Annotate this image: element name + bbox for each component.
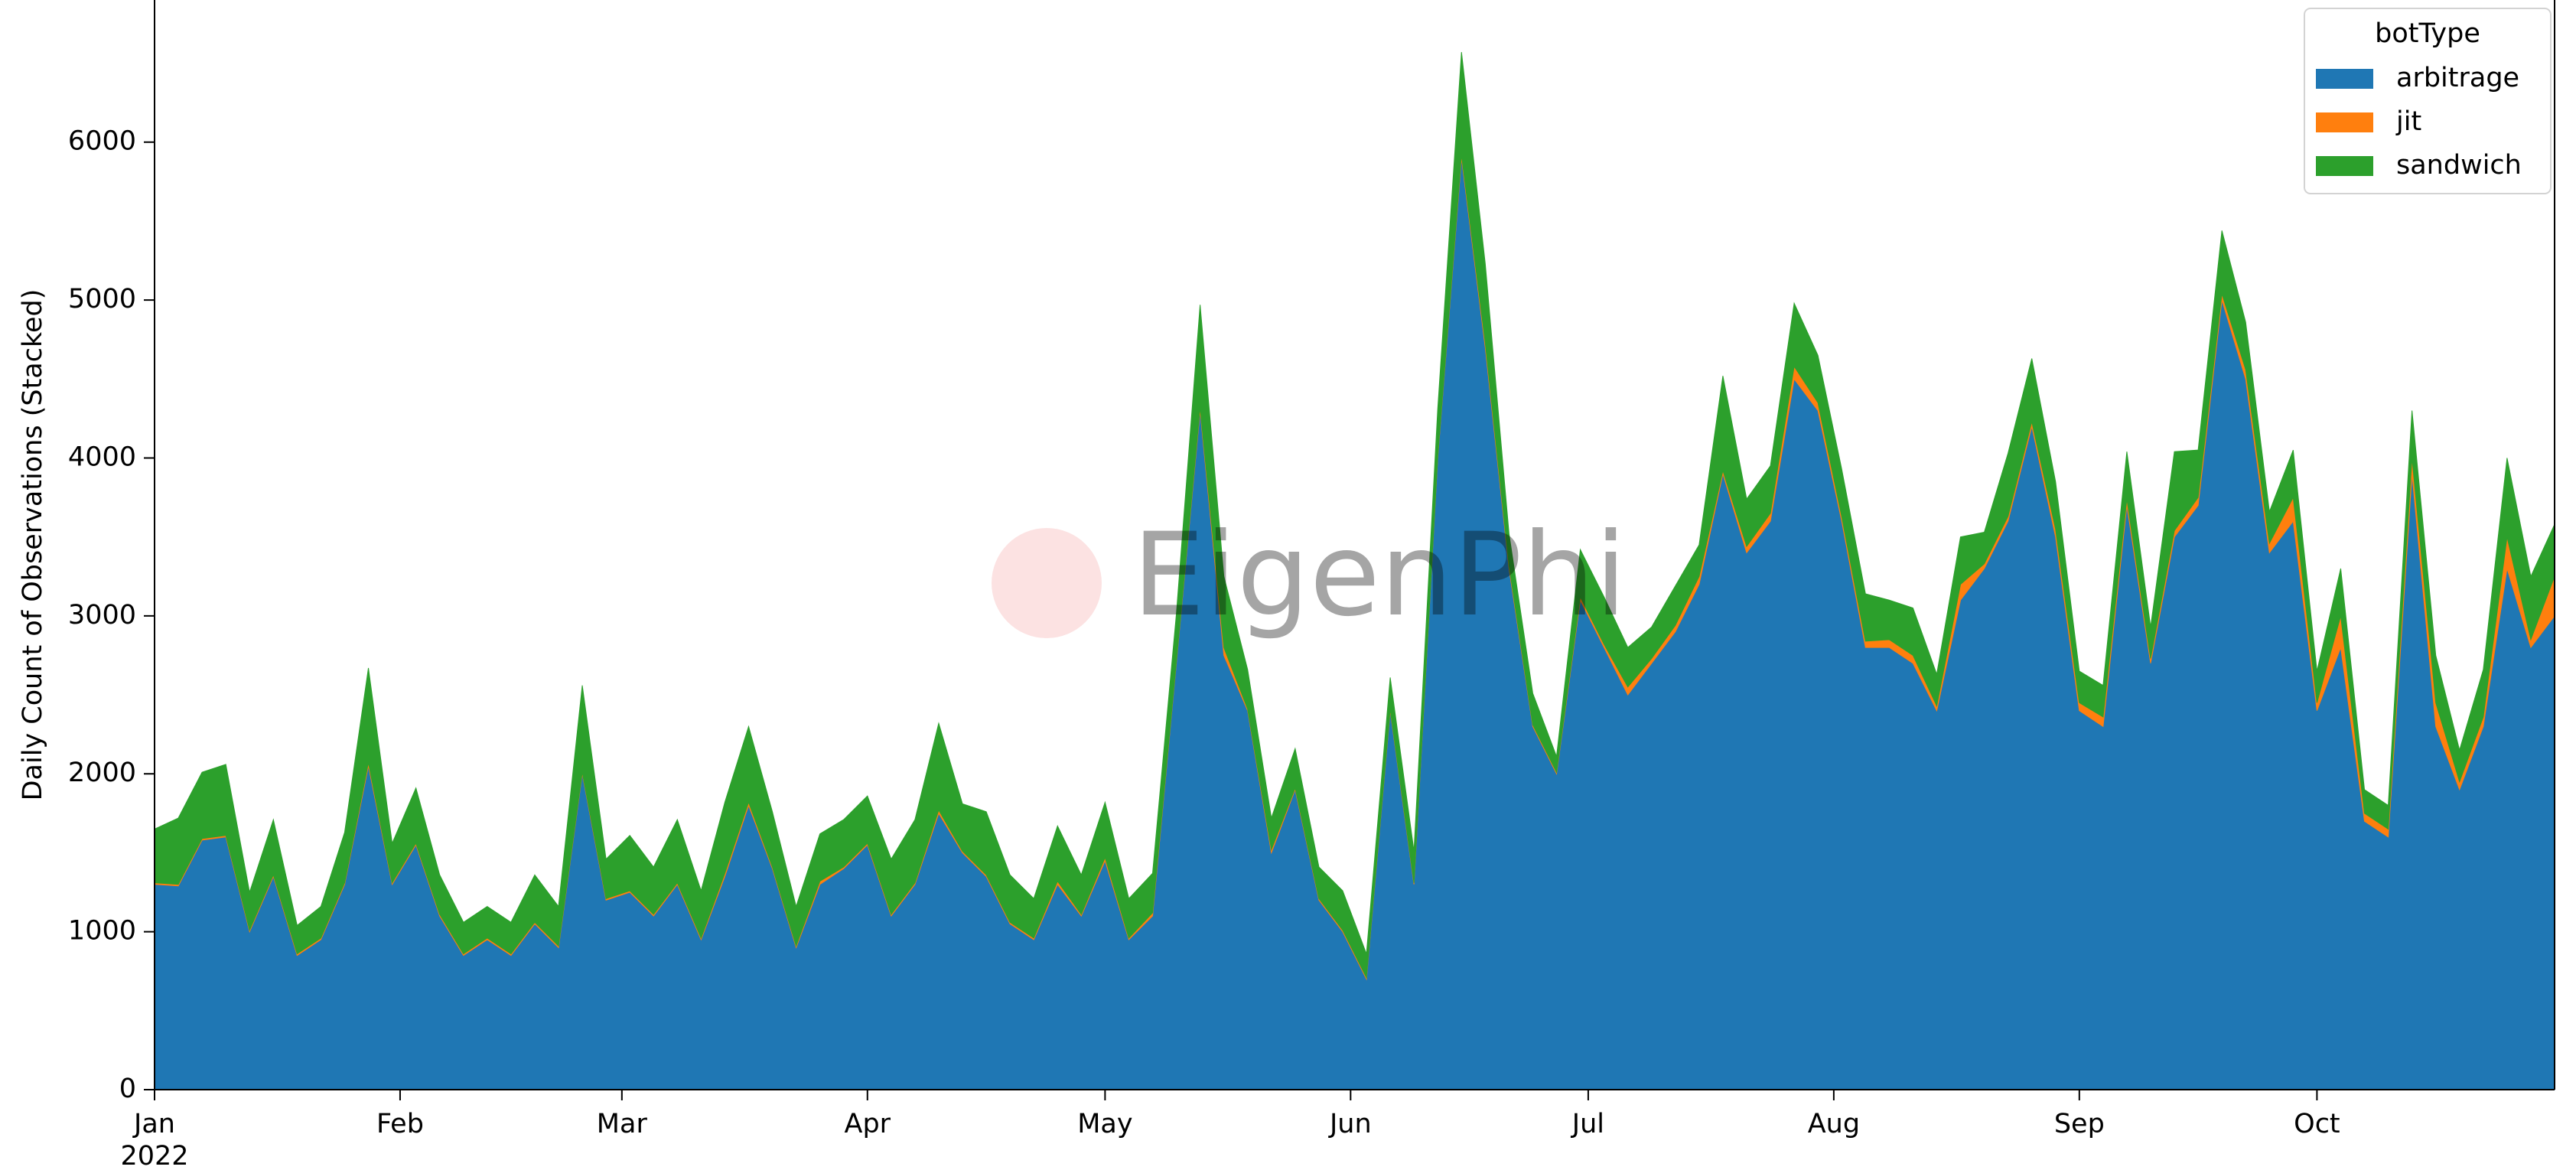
legend-label: arbitrage: [2396, 63, 2519, 93]
x-tick-label: Oct: [2294, 1109, 2340, 1139]
legend-label: jit: [2395, 106, 2421, 137]
y-tick-label: 6000: [68, 126, 136, 157]
y-axis-label: Daily Count of Observations (Stacked): [18, 289, 48, 801]
legend-swatch: [2316, 112, 2373, 132]
y-tick-label: 2000: [68, 758, 136, 788]
watermark-logo: [992, 528, 1102, 638]
x-tick-label: Jun: [1328, 1109, 1372, 1139]
x-tick-label: Jan: [132, 1109, 175, 1139]
x-tick-label: Mar: [597, 1109, 648, 1139]
legend-label: sandwich: [2396, 150, 2522, 181]
y-tick-label: 4000: [68, 442, 136, 472]
x-tick-label: Apr: [845, 1109, 891, 1139]
watermark: EigenPhi: [1132, 509, 1627, 642]
y-tick-label: 3000: [68, 600, 136, 631]
y-tick-label: 1000: [68, 916, 136, 947]
legend-box: [2304, 8, 2552, 194]
x-tick-label: Sep: [2054, 1109, 2105, 1139]
x-tick-label: Feb: [376, 1109, 424, 1139]
legend: botType arbitrage jit sandwich: [2304, 8, 2552, 194]
x-tick-label: Jul: [1571, 1109, 1604, 1139]
legend-swatch: [2316, 69, 2373, 89]
legend-title: botType: [2375, 18, 2480, 49]
y-tick-label: 5000: [68, 284, 136, 314]
year-label: 2022: [120, 1141, 188, 1170]
legend-swatch: [2316, 156, 2373, 176]
x-tick-label: May: [1077, 1109, 1132, 1139]
y-tick-label: 0: [119, 1074, 136, 1104]
x-tick-label: Aug: [1808, 1109, 1860, 1139]
